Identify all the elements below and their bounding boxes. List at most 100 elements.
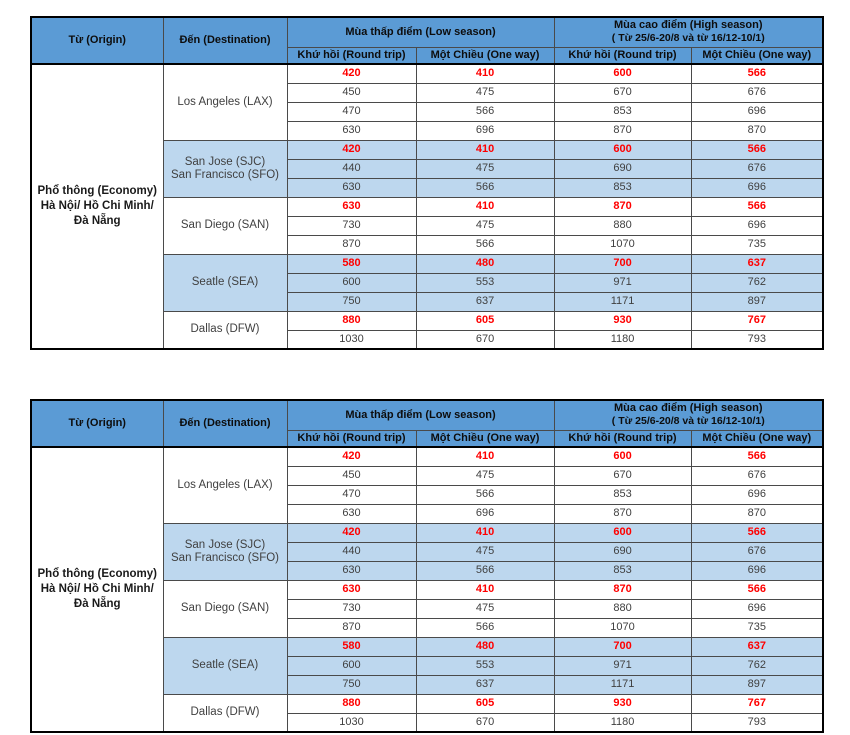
fare-value-cell: 470	[286, 101, 417, 122]
origin-cell: Phổ thông (Economy) Hà Nội/ Hồ Chi Minh/Đ…	[30, 63, 164, 350]
fare-value-cell: 600	[286, 655, 417, 676]
col-header-origin: Từ (Origin)	[30, 399, 164, 448]
col-subheader-round-trip-low: Khứ hồi (Round trip)	[286, 46, 417, 65]
fare-value-cell: 1070	[553, 617, 692, 638]
fare-value-cell: 750	[286, 674, 417, 695]
fare-value-cell: 870	[690, 120, 824, 141]
fare-value-cell: 580	[286, 253, 417, 274]
fare-value-cell: 930	[553, 693, 692, 714]
fare-row: Seatle (SEA) 580 480 700 637	[31, 636, 824, 695]
fare-value-cell: 553	[415, 272, 555, 293]
fare-value-cell: 730	[286, 598, 417, 619]
fare-row: Dallas (DFW) 880 605 930 767	[31, 693, 824, 733]
fare-row: San Jose (SJC) San Francisco (SFO) 420 410 6…	[31, 522, 824, 581]
fare-value-cell: 971	[553, 272, 692, 293]
fare-value-cell: 605	[415, 693, 555, 714]
fare-row: 750 637 1171 897	[31, 674, 824, 695]
origin-cell: Phổ thông (Economy) Hà Nội/ Hồ Chi Minh/Đ…	[30, 446, 164, 733]
col-header-low-season: Mùa thấp điểm (Low season)	[286, 399, 555, 431]
fare-value-cell: 853	[553, 484, 692, 505]
fare-row: 630 566 853 696	[31, 177, 824, 198]
fare-value-cell: 566	[415, 234, 555, 255]
fare-value-cell: 566	[415, 617, 555, 638]
fare-value-cell: 480	[415, 636, 555, 657]
table-body: Phổ thông (Economy) Hà Nội/ Hồ Chi Minh/Đ…	[30, 63, 824, 350]
high-season-subtitle: ( Từ 25/6-20/8 và từ 16/12-10/1)	[611, 32, 765, 45]
fare-value-cell: 767	[690, 310, 824, 331]
fare-row: San Jose (SJC) San Francisco (SFO) 420 410 6…	[31, 139, 824, 198]
fare-row: 630 566 853 696	[31, 560, 824, 581]
fare-value-cell: 870	[286, 617, 417, 638]
fare-value-cell: 696	[690, 484, 824, 505]
destination-cell: Dallas (DFW)	[162, 693, 288, 733]
col-subheader-one-way-high: Một Chiều (One way)	[690, 46, 824, 65]
destination-line: Los Angeles (LAX)	[177, 95, 273, 108]
fare-value-cell: 1030	[286, 712, 417, 733]
fare-value-cell: 440	[286, 541, 417, 562]
fare-value-cell: 475	[415, 465, 555, 486]
fare-table: Từ (Origin) Đến (Destination) Mùa thấp điể…	[30, 16, 825, 350]
fare-value-cell: 410	[415, 579, 555, 600]
fare-value-cell: 600	[553, 446, 692, 467]
col-header-destination: Đến (Destination)	[162, 16, 288, 65]
fare-row: 730 475 880 696	[31, 215, 824, 236]
fare-value-cell: 696	[690, 598, 824, 619]
fare-value-cell: 420	[286, 63, 417, 84]
fare-value-cell: 600	[286, 272, 417, 293]
fare-value-cell: 580	[286, 636, 417, 657]
fare-value-cell: 670	[415, 712, 555, 733]
fare-value-cell: 630	[286, 196, 417, 217]
destination-line: San Francisco (SFO)	[171, 551, 279, 564]
destination-line: San Diego (SAN)	[180, 602, 270, 614]
fare-value-cell: 566	[415, 484, 555, 505]
fare-value-cell: 630	[286, 120, 417, 141]
origin-line: Hà Nội/ Hồ Chi Minh/	[40, 583, 154, 595]
fare-value-cell: 1070	[553, 234, 692, 255]
fare-value-cell: 870	[553, 503, 692, 524]
origin-line: Phổ thông (Economy)	[37, 185, 157, 197]
fare-value-cell: 605	[415, 310, 555, 331]
fare-value-cell: 1180	[553, 329, 692, 350]
destination-line: Dallas (DFW)	[190, 323, 260, 336]
fare-value-cell: 762	[690, 655, 824, 676]
fare-value-cell: 696	[415, 503, 555, 524]
table-header: Từ (Origin) Đến (Destination) Mùa thấp điể…	[30, 399, 824, 448]
fare-value-cell: 1171	[553, 674, 692, 695]
fare-value-cell: 897	[690, 674, 824, 695]
fare-value-cell: 450	[286, 82, 417, 103]
fare-value-cell: 420	[286, 522, 417, 543]
col-subheader-one-way-high: Một Chiều (One way)	[690, 429, 824, 448]
fare-value-cell: 676	[690, 465, 824, 486]
fare-value-cell: 470	[286, 484, 417, 505]
fare-value-cell: 670	[415, 329, 555, 350]
fare-value-cell: 566	[415, 560, 555, 581]
origin-line: Đà Nẵng	[73, 598, 121, 610]
col-subheader-one-way-low: Một Chiều (One way)	[415, 46, 555, 65]
fare-value-cell: 475	[415, 215, 555, 236]
fare-value-cell: 690	[553, 541, 692, 562]
destination-line: Seatle (SEA)	[191, 276, 259, 288]
high-season-title: Mùa cao điểm (High season)	[614, 402, 763, 415]
fare-value-cell: 696	[690, 560, 824, 581]
destination-line: San Jose (SJC)	[184, 538, 266, 551]
fare-value-cell: 880	[286, 693, 417, 714]
fare-value-cell: 566	[415, 177, 555, 198]
fare-value-cell: 767	[690, 693, 824, 714]
fare-row: San Diego (SAN) 630 410 870 566	[31, 579, 824, 638]
fare-value-cell: 870	[286, 234, 417, 255]
origin-line: Hà Nội/ Hồ Chi Minh/	[40, 200, 154, 212]
col-header-origin: Từ (Origin)	[30, 16, 164, 65]
destination-cell: San Jose (SJC) San Francisco (SFO)	[162, 522, 288, 581]
fare-value-cell: 676	[690, 541, 824, 562]
origin-line: Phổ thông (Economy)	[37, 568, 157, 580]
fare-value-cell: 566	[690, 63, 824, 84]
fare-value-cell: 600	[553, 63, 692, 84]
fare-value-cell: 410	[415, 139, 555, 160]
fare-value-cell: 762	[690, 272, 824, 293]
fare-row: Seatle (SEA) 580 480 700 637	[31, 253, 824, 312]
fare-value-cell: 793	[690, 712, 824, 733]
fare-value-cell: 870	[553, 579, 692, 600]
fare-value-cell: 630	[286, 560, 417, 581]
fare-value-cell: 880	[553, 215, 692, 236]
fare-value-cell: 475	[415, 598, 555, 619]
